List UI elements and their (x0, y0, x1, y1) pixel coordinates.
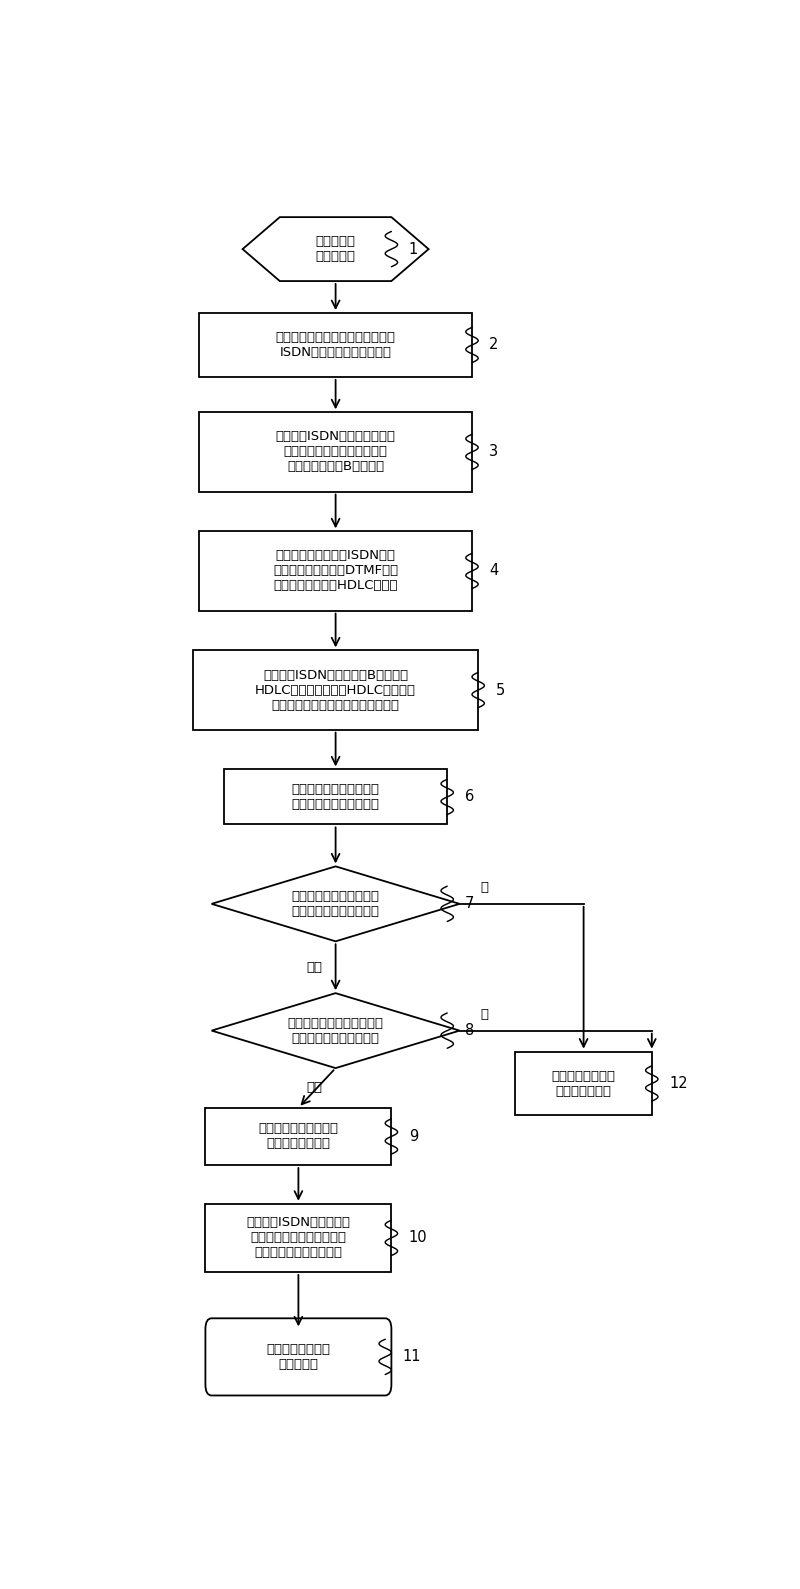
Text: 否: 否 (481, 880, 489, 895)
Text: 6: 6 (465, 790, 474, 804)
Bar (224, 769, 447, 825)
Text: 网管系统判断收到的远程升
级启动应答消息是否正确: 网管系统判断收到的远程升 级启动应答消息是否正确 (288, 1017, 384, 1044)
Bar (199, 313, 472, 377)
Text: 10: 10 (409, 1230, 427, 1246)
Bar (206, 1108, 391, 1165)
Bar (515, 1052, 652, 1115)
Text: 11: 11 (402, 1349, 421, 1365)
Text: 网管系统选
择通信代理: 网管系统选 择通信代理 (315, 235, 356, 264)
Text: 是: 是 (313, 961, 321, 974)
Text: 12: 12 (669, 1076, 688, 1092)
Text: 是: 是 (307, 961, 315, 974)
Text: 通信代理向待升级的ISDN调度
终端发送预先定义的DTMF序列
并为通话时隙分配HDLC控制器: 通信代理向待升级的ISDN调度 终端发送预先定义的DTMF序列 并为通话时隙分配… (273, 550, 398, 593)
Text: 发送认证响应消息并且
进入软件传送状态: 发送认证响应消息并且 进入软件传送状态 (258, 1122, 338, 1150)
Text: 是: 是 (307, 1082, 315, 1095)
Text: 1: 1 (409, 242, 418, 256)
Text: 2: 2 (490, 337, 498, 353)
Text: 升级软件传送结束
并释放资源: 升级软件传送结束 并释放资源 (266, 1343, 330, 1371)
Text: 3: 3 (490, 445, 498, 459)
Text: 否: 否 (481, 1007, 489, 1020)
Text: 5: 5 (495, 683, 505, 698)
Text: 7: 7 (465, 896, 474, 912)
Text: 网管系统判断远程升级启
动应答消息接收是否超时: 网管系统判断远程升级启 动应答消息接收是否超时 (292, 890, 380, 918)
Text: 网管系统通过通信代理向待升级的
ISDN调度终端发起紧急呼叫: 网管系统通过通信代理向待升级的 ISDN调度终端发起紧急呼叫 (275, 331, 396, 359)
Text: 待升级的ISDN调度终端为B信道分配
HDLC控制器并且通过HDLC控制器向
通信代理发送远程升级启动应答消息: 待升级的ISDN调度终端为B信道分配 HDLC控制器并且通过HDLC控制器向 通… (255, 669, 416, 712)
Text: 9: 9 (409, 1128, 418, 1144)
Bar (206, 1204, 391, 1273)
Text: 待升级的ISDN调度终端向通信
代理发送紧急呼叫的自动应答
并建立端到端的B信道连接: 待升级的ISDN调度终端向通信 代理发送紧急呼叫的自动应答 并建立端到端的B信道… (275, 431, 396, 474)
Text: 通信代理将远程升级启动
应答消息转发给网管系统: 通信代理将远程升级启动 应答消息转发给网管系统 (292, 783, 380, 810)
Bar (199, 531, 472, 610)
Text: 是: 是 (313, 1082, 321, 1095)
Text: 启动远程升级终止
过程并释放资源: 启动远程升级终止 过程并释放资源 (552, 1069, 616, 1098)
Text: 待升级的ISDN调度终端收
到认证响应消息并且确认正
确后，进入软件接收状态: 待升级的ISDN调度终端收 到认证响应消息并且确认正 确后，进入软件接收状态 (246, 1216, 350, 1260)
Text: 4: 4 (490, 564, 498, 578)
Bar (199, 412, 472, 491)
Bar (193, 650, 478, 729)
Text: 8: 8 (465, 1023, 474, 1038)
